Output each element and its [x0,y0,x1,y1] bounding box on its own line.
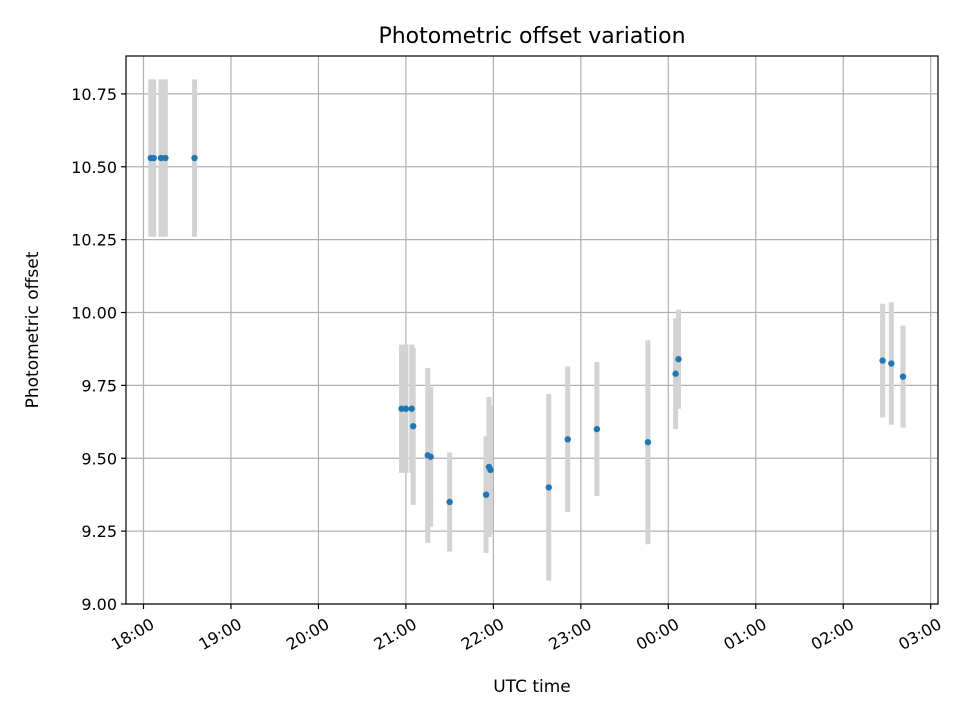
y-tick-label: 9.50 [81,449,117,468]
data-point [675,355,682,363]
data-point [408,405,415,412]
data-point [888,360,895,367]
data-point [409,422,417,430]
y-tick-label: 9.75 [81,376,117,395]
data-point [899,373,907,380]
data-point [150,154,157,162]
data-point [157,154,165,162]
y-tick-label: 10.75 [71,85,117,104]
data-point [672,370,679,377]
data-point [446,498,453,506]
data-point [879,357,886,364]
y-tick-label: 9.25 [81,522,117,541]
x-axis-label: UTC time [493,677,571,697]
data-point [162,154,169,162]
data-point [398,405,405,412]
chart-title: Photometric offset variation [378,24,685,49]
y-tick-label: 10.50 [71,158,117,177]
y-tick-label: 9.00 [81,595,117,614]
data-point [191,154,198,162]
data-point [564,436,571,443]
data-point [482,491,490,498]
plot-frame [125,55,939,605]
data-point [644,439,652,446]
y-axis-label: Photometric offset [23,251,43,408]
y-tick-label: 10.25 [71,231,117,250]
data-points [147,154,907,506]
data-point [593,425,601,433]
data-point [545,484,552,491]
data-point [427,453,434,460]
y-axis-ticks: 9.00 9.25 9.50 9.75 10.00 10.25 10.50 10.75 [71,85,126,614]
data-point [402,405,410,412]
y-tick-label: 10.00 [71,304,117,323]
data-point [487,466,494,474]
